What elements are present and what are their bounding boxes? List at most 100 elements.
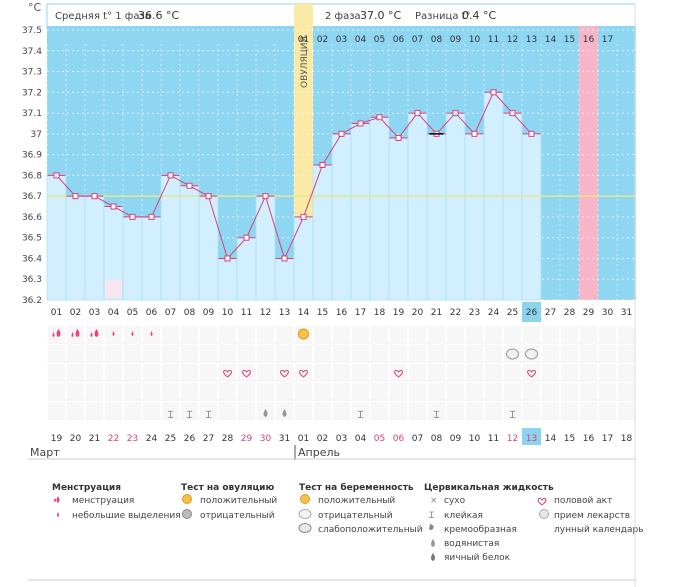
symbol-cell bbox=[504, 402, 521, 418]
symbol-cell bbox=[485, 326, 502, 342]
temperature-bar bbox=[141, 216, 162, 301]
legend-cervical-title: Цервикальная жидкость bbox=[424, 483, 554, 493]
symbol-cell bbox=[409, 345, 426, 361]
symbol-cell bbox=[181, 383, 198, 399]
symbol-cell bbox=[314, 402, 331, 418]
symbol-cell bbox=[200, 364, 217, 380]
symbol-cell bbox=[352, 345, 369, 361]
symbol-cell bbox=[580, 345, 597, 361]
date-label: 19 bbox=[51, 434, 63, 444]
cycle-day-label: 14 bbox=[545, 35, 557, 45]
symbol-cell bbox=[352, 402, 369, 418]
symbol-cell bbox=[599, 364, 616, 380]
symbol-cell bbox=[67, 402, 84, 418]
symbol-cell bbox=[390, 383, 407, 399]
cycle-day-bottom-label: 22 bbox=[450, 308, 461, 318]
cycle-day-bottom-label: 01 bbox=[51, 308, 62, 318]
date-label: 18 bbox=[621, 434, 633, 444]
symbol-cell bbox=[580, 326, 597, 342]
pregtest-negative-icon bbox=[298, 509, 312, 519]
symbol-cell bbox=[428, 364, 445, 380]
symbol-cell bbox=[67, 345, 84, 361]
symbol-cell bbox=[466, 345, 483, 361]
cycle-day-bottom-label: 03 bbox=[89, 308, 100, 318]
date-row: 19 20 21 22 23 24 25 26 27 28 29 30 31 01 02 03 04 05 06 07… bbox=[51, 428, 633, 445]
cycle-day-label: 12 bbox=[507, 35, 518, 45]
data-point bbox=[452, 110, 459, 117]
data-point bbox=[186, 182, 193, 189]
temperature-bar bbox=[160, 175, 181, 301]
temperature-bar bbox=[464, 133, 485, 301]
y-tick-label: 36.6 bbox=[22, 213, 42, 223]
symbol-cell bbox=[219, 345, 236, 361]
legend-ovtest-positive: положительный bbox=[200, 496, 277, 506]
cycle-day-bottom-row: 01 02 03 04 05 06 07 08 09 10 11 12 13 14 15 16 17 18 19 20… bbox=[51, 302, 632, 322]
data-point bbox=[205, 193, 212, 200]
symbol-cell bbox=[523, 402, 540, 418]
y-tick-label: 36.7 bbox=[22, 192, 42, 202]
pregnancy-test-marker bbox=[525, 348, 538, 360]
symbol-cell bbox=[599, 326, 616, 342]
data-point bbox=[262, 193, 269, 200]
symbol-cell bbox=[428, 345, 445, 361]
data-point bbox=[471, 130, 478, 137]
cervical-sticky-marker: Ɪ bbox=[187, 410, 193, 421]
date-label: 02 bbox=[317, 434, 328, 444]
symbol-cell bbox=[67, 383, 84, 399]
intercourse-heart bbox=[299, 369, 308, 378]
symbol-cell bbox=[48, 383, 65, 399]
cycle-day-label: 05 bbox=[374, 35, 385, 45]
symbol-cell bbox=[390, 326, 407, 342]
data-point bbox=[528, 130, 535, 137]
symbol-cell bbox=[618, 364, 635, 380]
spotting-drop bbox=[131, 331, 134, 336]
y-tick-label: 36.3 bbox=[22, 275, 42, 285]
symbol-cell bbox=[333, 345, 350, 361]
date-label: 24 bbox=[146, 434, 158, 444]
cycle-day-bottom-label: 14 bbox=[298, 308, 310, 318]
data-point bbox=[395, 135, 402, 141]
menstruation-drop bbox=[56, 329, 61, 337]
temperature-bar bbox=[521, 133, 542, 301]
symbol-cell bbox=[48, 345, 65, 361]
cycle-day-label: 09 bbox=[450, 35, 462, 45]
cycle-day-bottom-label: 12 bbox=[260, 308, 271, 318]
cycle-day-label: 11 bbox=[488, 35, 499, 45]
symbol-cell bbox=[504, 326, 521, 342]
date-label: 21 bbox=[89, 434, 100, 444]
ovulation-label-group: ОВУЛЯЦИЯ bbox=[300, 36, 310, 88]
symbol-cell bbox=[618, 402, 635, 418]
symbol-cell bbox=[181, 326, 198, 342]
cycle-day-bottom-label: 28 bbox=[564, 308, 576, 318]
temperature-bar bbox=[312, 164, 333, 301]
symbol-cell bbox=[618, 383, 635, 399]
menstruation-drop bbox=[90, 332, 93, 337]
cycle-day-bottom-label: 16 bbox=[336, 308, 348, 318]
symbol-cell bbox=[48, 402, 65, 418]
legend-menstruation-item: менструация bbox=[72, 496, 134, 506]
date-label: 11 bbox=[488, 434, 499, 444]
header-box bbox=[46, 3, 636, 29]
cycle-day-bottom-label: 06 bbox=[146, 308, 158, 318]
cycle-day-label: 01 bbox=[298, 35, 309, 45]
cycle-day-bottom-label: 21 bbox=[431, 308, 442, 318]
temperature-bar bbox=[198, 195, 219, 301]
symbol-cell bbox=[561, 326, 578, 342]
cervical-watery-marker bbox=[263, 409, 268, 417]
symbol-cell bbox=[86, 383, 103, 399]
legend-cervical-watery: водянистая bbox=[444, 539, 499, 549]
symbol-cell bbox=[352, 326, 369, 342]
date-label: 28 bbox=[222, 434, 234, 444]
date-label: 26 bbox=[184, 434, 196, 444]
symbol-cell bbox=[447, 383, 464, 399]
symbol-cell bbox=[257, 364, 274, 380]
legend-spotting-item: небольшие выделения bbox=[72, 511, 181, 521]
symbol-cell bbox=[409, 383, 426, 399]
date-label: 08 bbox=[431, 434, 443, 444]
symbol-cell bbox=[257, 383, 274, 399]
pink-day-column bbox=[579, 26, 598, 300]
month-april: Апрель bbox=[298, 446, 340, 459]
temperature-bar bbox=[331, 133, 352, 301]
cycle-day-bottom-label: 30 bbox=[602, 308, 614, 318]
y-tick-label: 36.2 bbox=[22, 296, 42, 306]
